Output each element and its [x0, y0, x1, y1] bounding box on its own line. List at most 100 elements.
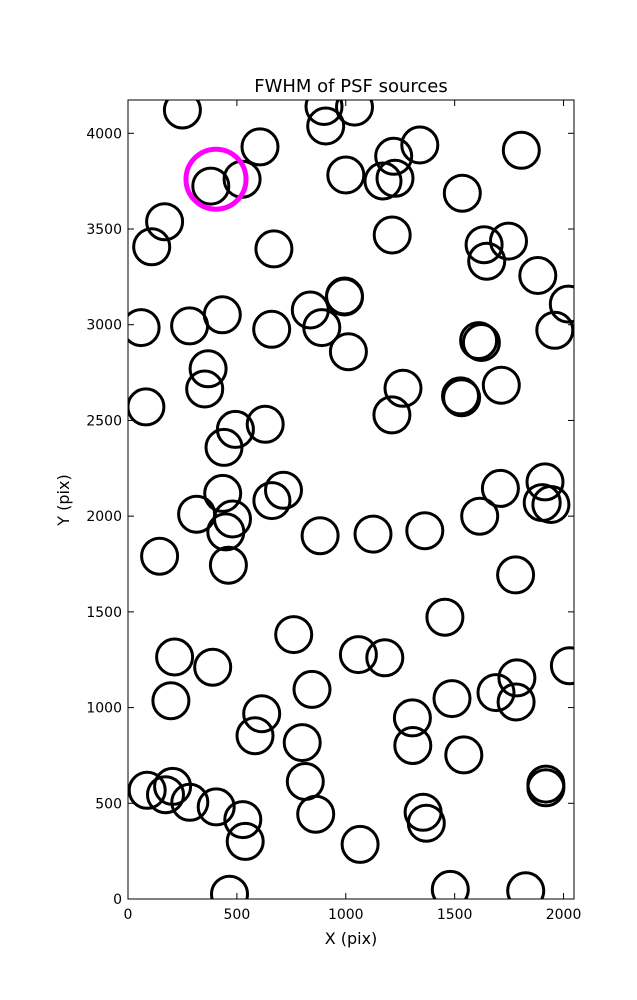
source-marker — [264, 470, 303, 510]
source-marker — [140, 536, 180, 576]
source-marker — [302, 308, 342, 348]
source-marker — [282, 723, 322, 763]
source-marker — [252, 481, 292, 521]
source-marker — [525, 462, 565, 502]
source-marker — [151, 681, 191, 721]
source-marker — [225, 821, 265, 861]
source-marker — [285, 762, 325, 801]
source-marker — [274, 615, 314, 655]
source-marker — [296, 794, 336, 834]
source-marker — [196, 787, 236, 827]
y-tick-label: 2500 — [86, 413, 122, 429]
source-marker — [188, 349, 228, 389]
y-axis-label: Y (pix) — [54, 474, 73, 526]
source-marker — [304, 100, 344, 126]
source-marker — [338, 635, 378, 675]
source-marker — [254, 229, 294, 269]
y-tick-label: 4000 — [86, 126, 122, 142]
y-tick-label: 0 — [113, 892, 122, 908]
y-tick-label: 1000 — [86, 701, 122, 717]
source-marker — [375, 158, 415, 198]
source-marker — [549, 646, 574, 686]
source-marker — [501, 130, 541, 170]
sources-layer — [128, 100, 574, 899]
y-tick-label: 3000 — [86, 318, 122, 334]
source-marker — [425, 597, 465, 637]
source-marker — [374, 136, 414, 176]
source-marker — [406, 803, 446, 843]
source-marker — [442, 173, 482, 213]
source-marker — [480, 468, 520, 508]
x-tick-label: 500 — [224, 907, 251, 923]
source-marker — [132, 227, 172, 267]
source-marker — [170, 782, 210, 822]
y-tick-label: 3500 — [86, 222, 122, 238]
source-marker — [210, 874, 249, 899]
x-tick-label: 0 — [124, 907, 133, 923]
source-marker — [128, 308, 161, 348]
source-marker — [146, 775, 185, 815]
source-marker — [326, 155, 366, 195]
source-marker — [365, 638, 405, 678]
source-marker — [203, 473, 243, 513]
source-marker — [432, 679, 472, 719]
source-marker — [306, 106, 346, 146]
source-marker — [170, 306, 210, 346]
x-tick-label: 2000 — [546, 907, 582, 923]
source-marker — [405, 511, 445, 551]
source-marker — [392, 698, 432, 738]
source-marker — [372, 215, 412, 255]
source-marker — [497, 658, 537, 698]
highlighted-source-marker — [183, 146, 249, 212]
source-marker — [223, 800, 263, 840]
source-marker — [442, 378, 482, 418]
source-marker — [162, 100, 202, 130]
source-marker — [292, 669, 332, 709]
source-marker — [128, 770, 167, 810]
source-marker — [185, 369, 225, 409]
source-marker — [328, 332, 368, 372]
source-marker — [526, 768, 566, 808]
source-marker — [464, 225, 504, 265]
source-marker — [496, 555, 536, 595]
source-marker — [353, 514, 393, 554]
source-marker — [430, 869, 470, 899]
y-tick-label: 2000 — [86, 509, 122, 525]
source-marker — [240, 127, 280, 167]
source-marker — [128, 387, 166, 427]
source-marker — [235, 716, 275, 756]
source-marker — [400, 125, 440, 165]
source-marker — [535, 310, 574, 350]
source-marker — [252, 309, 292, 349]
source-marker — [193, 647, 233, 687]
source-marker — [393, 726, 433, 765]
plot-frame — [127, 99, 575, 900]
y-tick-label: 1500 — [86, 605, 122, 621]
source-marker — [506, 871, 546, 899]
source-marker — [325, 277, 364, 317]
source-marker — [467, 241, 507, 281]
chart-title: FWHM of PSF sources — [254, 76, 448, 97]
source-marker — [531, 485, 571, 524]
source-marker — [372, 395, 412, 435]
source-marker — [242, 694, 282, 734]
source-marker — [300, 516, 340, 556]
source-marker — [383, 368, 423, 408]
source-marker — [340, 824, 380, 864]
source-marker — [245, 404, 285, 444]
source-marker — [444, 735, 484, 775]
y-tick-label: 500 — [95, 796, 122, 812]
source-marker — [202, 295, 242, 335]
source-marker — [335, 100, 374, 127]
x-tick-label: 1000 — [328, 907, 364, 923]
source-marker — [191, 166, 231, 206]
source-marker — [489, 221, 528, 261]
axes-layer: 0 500 1000 1500 2000 0 500 1000 1500 2000 2500 3000… — [86, 99, 582, 923]
source-marker — [548, 284, 574, 324]
x-tick-label: 1500 — [437, 907, 473, 923]
source-marker — [518, 256, 558, 295]
source-marker — [206, 512, 246, 552]
source-marker — [481, 365, 521, 405]
x-axis-label: X (pix) — [325, 929, 378, 948]
